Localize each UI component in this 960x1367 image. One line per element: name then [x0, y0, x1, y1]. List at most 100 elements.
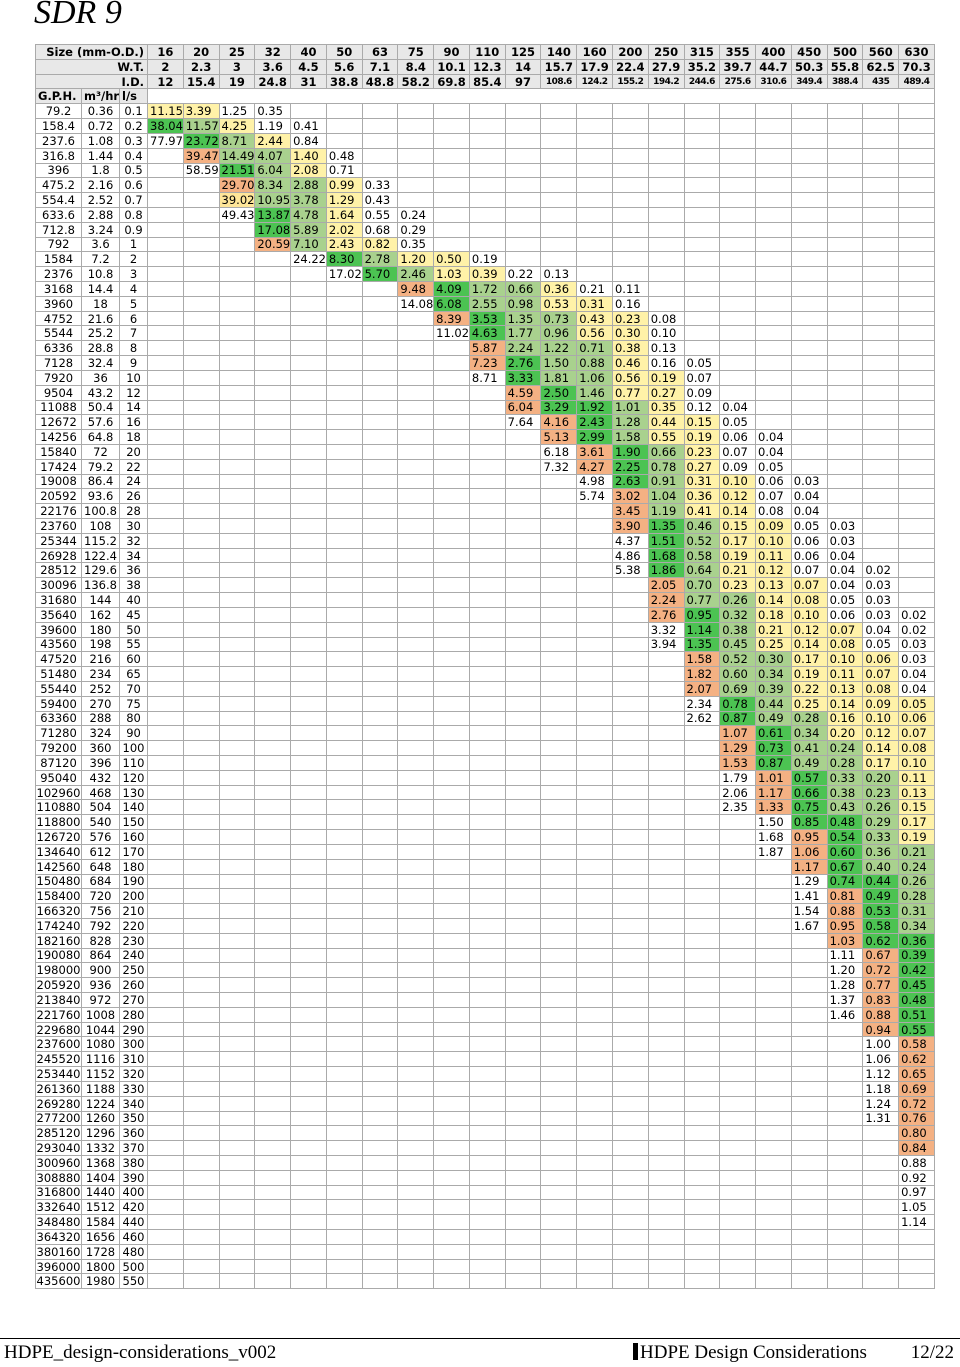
- velocity-cell: 0.27: [683, 458, 721, 475]
- velocity-cell: [325, 532, 363, 549]
- velocity-cell: [433, 221, 470, 238]
- velocity-cell: [433, 784, 470, 801]
- velocity-cell: [540, 888, 578, 905]
- velocity-cell: [397, 651, 435, 668]
- velocity-cell: 1.28: [611, 414, 649, 431]
- velocity-cell: 1.90: [611, 443, 649, 460]
- velocity-cell: [468, 799, 506, 816]
- velocity-cell: [218, 829, 256, 845]
- velocity-cell: [218, 1169, 256, 1186]
- velocity-cell: [325, 1080, 363, 1097]
- velocity-cell: [361, 355, 399, 371]
- velocity-cell: [504, 1184, 542, 1201]
- velocity-cell: [325, 577, 363, 594]
- velocity-cell: [147, 443, 184, 460]
- velocity-cell: [826, 177, 864, 194]
- velocity-cell: [540, 562, 578, 579]
- velocity-cell: [790, 177, 828, 194]
- velocity-cell: [540, 547, 578, 564]
- velocity-cell: [862, 118, 900, 134]
- velocity-cell: [433, 147, 470, 164]
- velocity-cell: [468, 932, 506, 949]
- velocity-cell: [647, 1080, 685, 1097]
- velocity-cell: [790, 1006, 828, 1023]
- velocity-cell: [290, 932, 327, 949]
- velocity-cell: [576, 947, 613, 964]
- velocity-cell: [790, 281, 828, 297]
- velocity-cell: [826, 132, 864, 149]
- header-spacer: [147, 88, 935, 105]
- velocity-cell: [397, 592, 435, 608]
- velocity-cell: [290, 1154, 327, 1171]
- velocity-cell: [397, 1214, 435, 1230]
- velocity-cell: [504, 947, 542, 964]
- velocity-cell: 1.28: [826, 977, 864, 993]
- gph-cell: 15840: [35, 443, 82, 460]
- velocity-cell: 0.51: [898, 1006, 935, 1023]
- velocity-cell: [147, 236, 184, 253]
- velocity-cell: [540, 221, 578, 238]
- velocity-cell: 0.46: [611, 355, 649, 371]
- velocity-cell: [218, 281, 256, 297]
- velocity-cell: [325, 666, 363, 682]
- velocity-cell: [433, 547, 470, 564]
- velocity-cell: [540, 1051, 578, 1068]
- velocity-cell: [218, 1021, 256, 1038]
- velocity-cell: 0.95: [683, 606, 721, 623]
- header-cell: 3: [218, 58, 256, 75]
- ls-cell: 12: [118, 384, 149, 401]
- velocity-cell: [433, 1214, 470, 1230]
- table-row: 134640 612 170 1.87 1.06 0.60 0.36 0.21: [35, 843, 935, 860]
- velocity-cell: [325, 1021, 363, 1038]
- velocity-cell: [290, 1184, 327, 1201]
- gph-cell: 30096: [35, 577, 82, 594]
- gph-cell: 87120: [35, 755, 82, 771]
- velocity-cell: [683, 1110, 721, 1127]
- velocity-cell: [683, 947, 721, 964]
- ls-cell: 8: [118, 340, 149, 357]
- velocity-cell: [147, 577, 184, 594]
- velocity-cell: [254, 1258, 292, 1275]
- velocity-cell: [361, 325, 399, 342]
- ls-cell: 32: [118, 532, 149, 549]
- table-row: 396000 1800 500: [35, 1258, 935, 1275]
- velocity-cell: 0.45: [898, 977, 935, 993]
- ls-cell: 20: [118, 443, 149, 460]
- velocity-cell: [683, 325, 721, 342]
- velocity-cell: [433, 1243, 470, 1260]
- velocity-cell: [862, 355, 900, 371]
- velocity-cell: 0.06: [862, 651, 900, 668]
- velocity-cell: 0.05: [862, 636, 900, 653]
- velocity-cell: [433, 814, 470, 831]
- velocity-cell: 14.49: [218, 147, 256, 164]
- velocity-cell: [719, 992, 757, 1008]
- velocity-cell: [254, 1199, 292, 1216]
- velocity-cell: [719, 1169, 757, 1186]
- velocity-cell: [576, 1036, 613, 1053]
- table-row: 261360 1188 330 1.18 0.69: [35, 1080, 935, 1097]
- velocity-cell: [504, 799, 542, 816]
- table-row: 47520 216 60 1.58 0.52 0.30 0.17 0.10 0.06 0.03: [35, 651, 935, 668]
- velocity-cell: [755, 384, 792, 401]
- m3hr-cell: 432: [81, 769, 120, 786]
- velocity-cell: [290, 888, 327, 905]
- velocity-cell: [182, 1140, 220, 1156]
- velocity-cell: [504, 458, 542, 475]
- velocity-cell: [325, 295, 363, 312]
- velocity-cell: 1.20: [397, 251, 435, 268]
- velocity-cell: [218, 740, 256, 756]
- ls-cell: 26: [118, 488, 149, 505]
- velocity-cell: [182, 1169, 220, 1186]
- velocity-cell: 8.30: [325, 251, 363, 268]
- velocity-cell: [611, 992, 649, 1008]
- velocity-cell: [790, 443, 828, 460]
- velocity-cell: [147, 725, 184, 742]
- velocity-cell: 0.48: [826, 814, 864, 831]
- velocity-cell: [254, 592, 292, 608]
- velocity-cell: [147, 992, 184, 1008]
- velocity-cell: [468, 592, 506, 608]
- velocity-cell: [182, 1051, 220, 1068]
- velocity-cell: [504, 651, 542, 668]
- gph-cell: 475.2: [35, 177, 82, 194]
- velocity-cell: [862, 132, 900, 149]
